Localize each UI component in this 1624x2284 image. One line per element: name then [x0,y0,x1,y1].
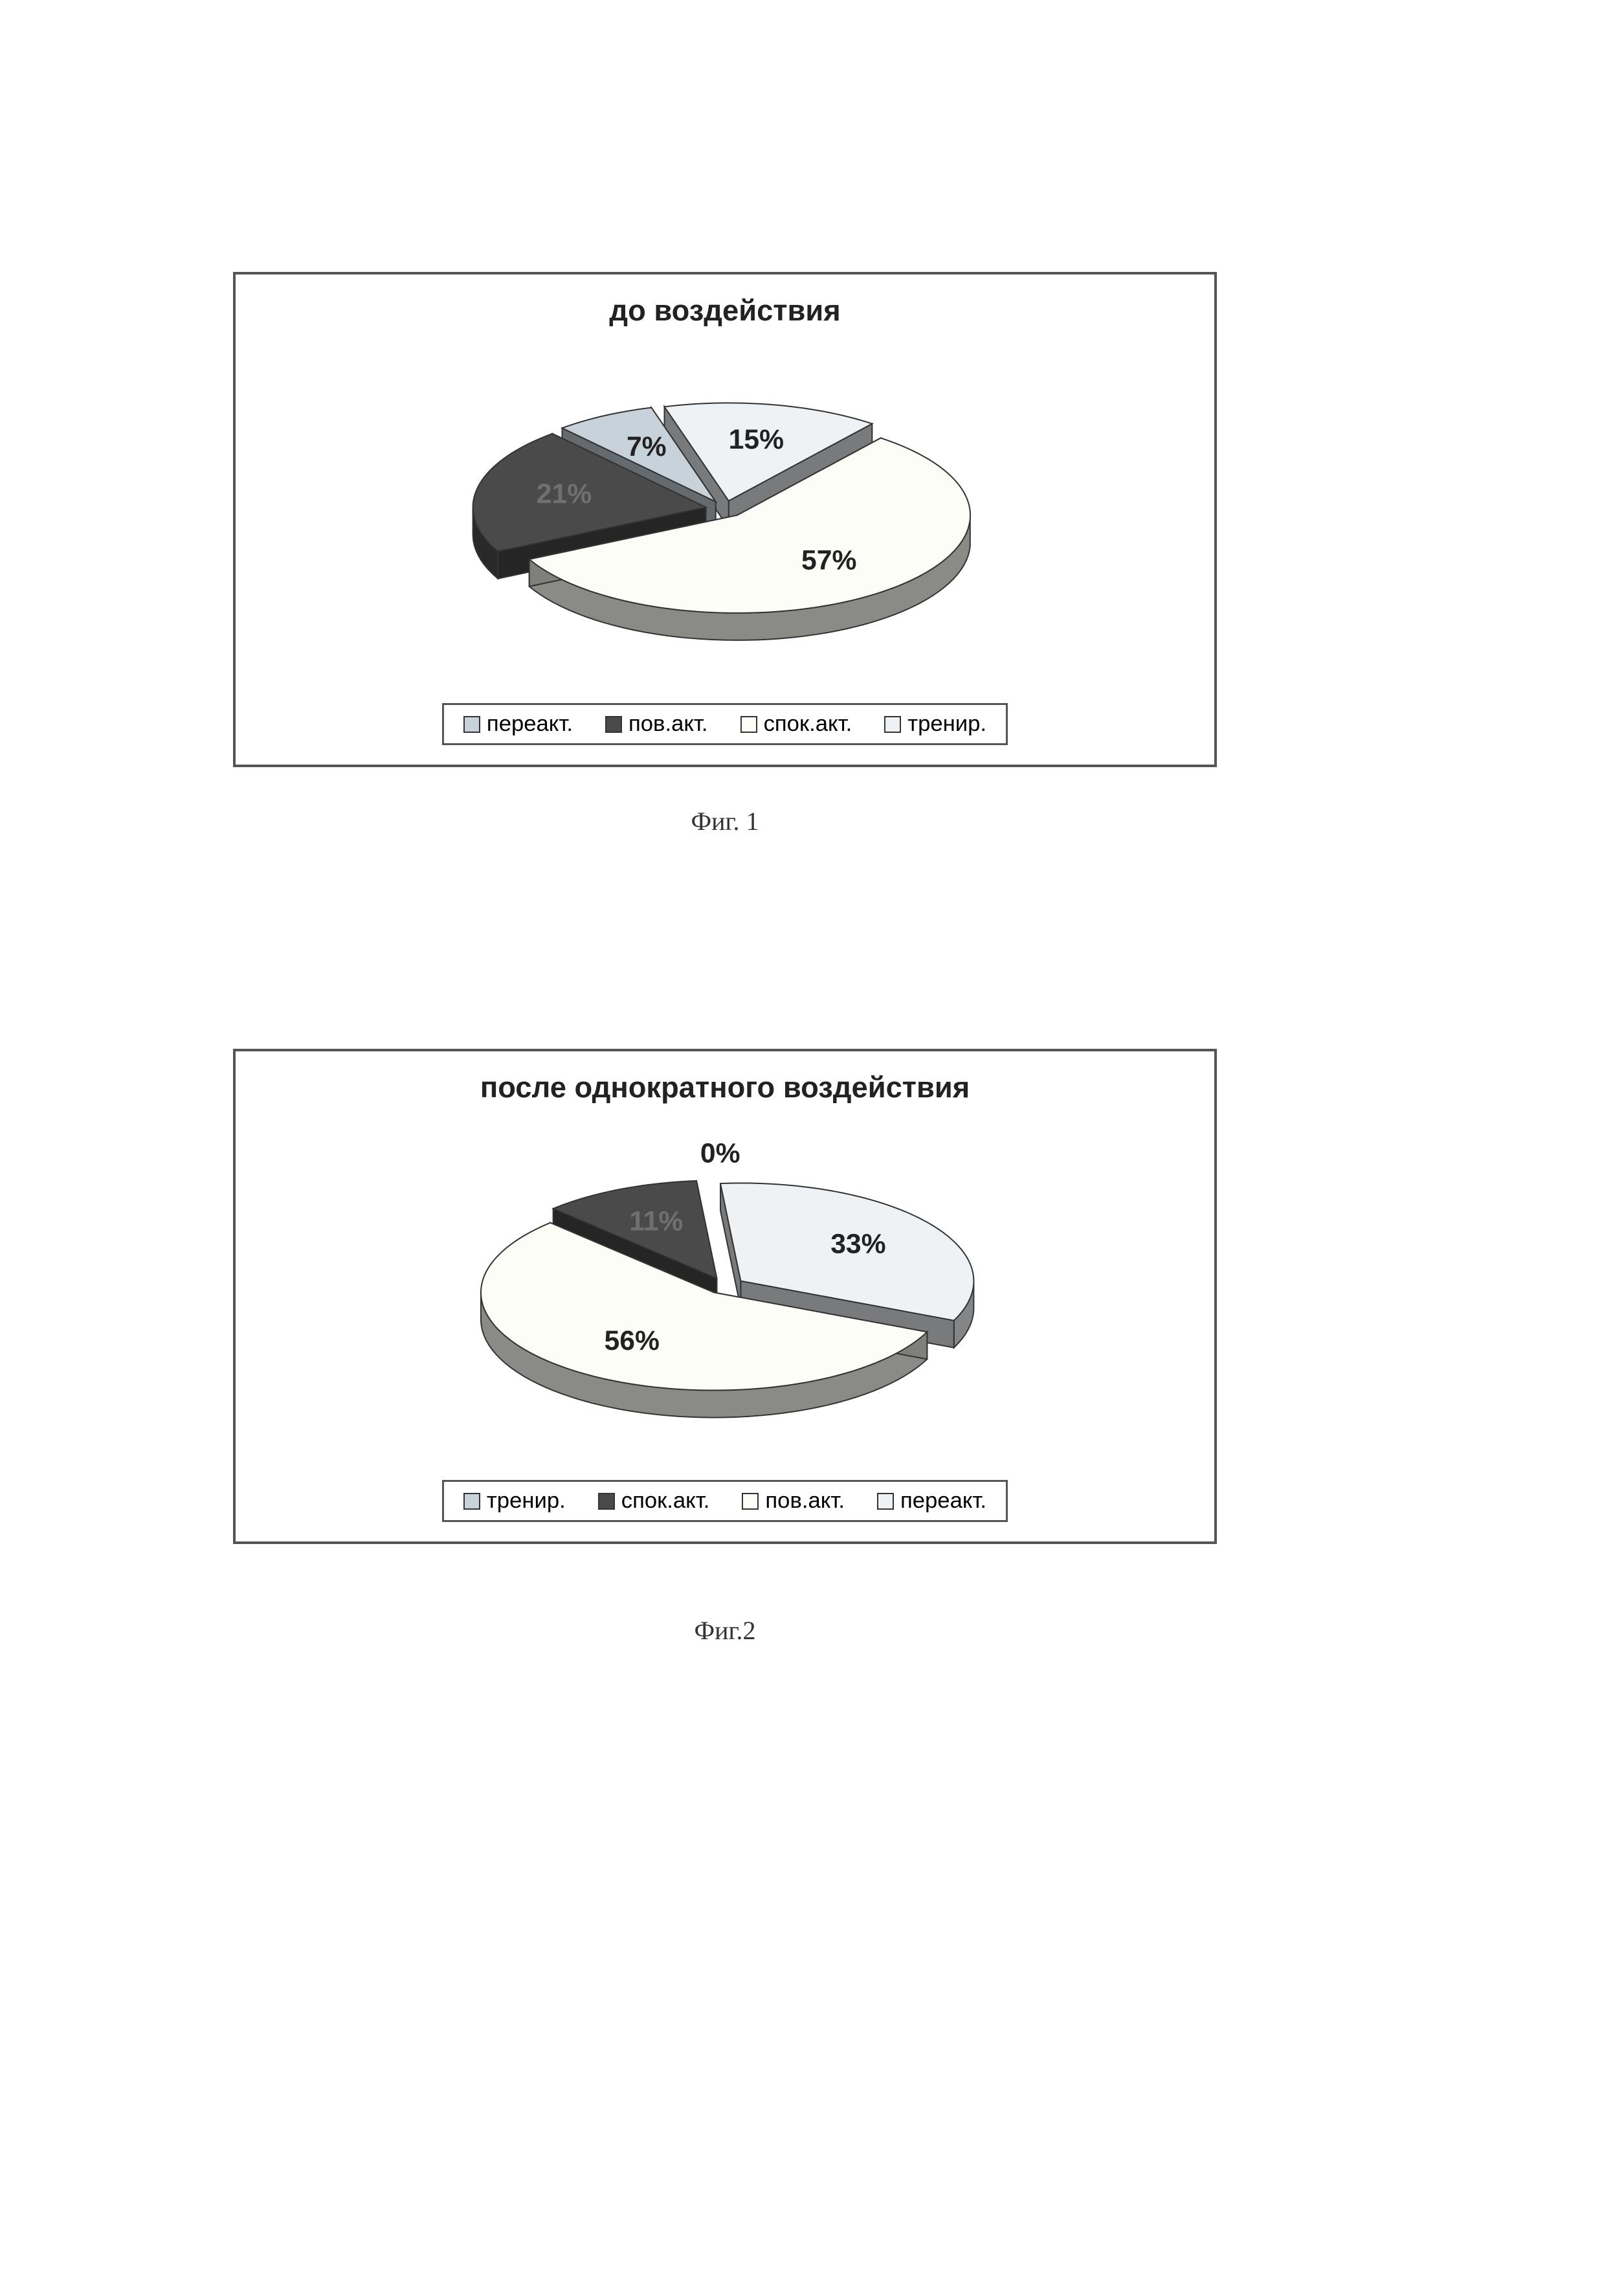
legend-item-trenir: тренир. [463,1488,566,1514]
legend-item-pereakt: переакт. [463,711,573,737]
pie-label-trenir: 0% [700,1138,740,1169]
pie-chart-2: 0% 11% 56% 33% [304,1124,1146,1461]
legend-swatch-trenir [463,1493,480,1510]
legend-label-spokakt: спок.акт. [764,711,852,737]
legend-label-spokakt: спок.акт. [621,1488,710,1514]
figure-2: после однократного воздействия 0% 11% 56% 3… [233,1049,1217,1646]
legend-label-pereakt: переакт. [900,1488,986,1514]
pie-chart-1: 7% 21% 57% 15% [304,347,1146,684]
legend-swatch-povakt [605,716,622,733]
legend-swatch-trenir [884,716,901,733]
legend-label-povakt: пов.акт. [765,1488,845,1514]
legend-label-trenir: тренир. [487,1488,566,1514]
legend-swatch-spokakt [598,1493,615,1510]
pie-label-spokakt: 11% [629,1206,683,1237]
chart-panel-2: после однократного воздействия 0% 11% 56% 3… [233,1049,1217,1544]
pie-label-pereakt: 33% [830,1228,885,1259]
legend-2: тренир. спок.акт. пов.акт. переакт. [442,1480,1008,1522]
legend-label-trenir: тренир. [907,711,986,737]
chart-area-1: 7% 21% 57% 15% [261,347,1188,684]
legend-label-pereakt: переакт. [487,711,573,737]
legend-item-spokakt: спок.акт. [598,1488,710,1514]
legend-item-pereakt: переакт. [877,1488,986,1514]
legend-item-povakt: пов.акт. [605,711,708,737]
pie-label-trenir: 15% [729,424,784,455]
legend-swatch-pereakt [463,716,480,733]
page: до воздействия 7% 21% 57% 15% переакт. пов.а… [0,0,1624,2284]
chart-title-2: после однократного воздействия [261,1071,1188,1104]
chart-title-1: до воздействия [261,294,1188,328]
chart-area-2: 0% 11% 56% 33% [261,1124,1188,1461]
pie-label-povakt: 56% [605,1325,660,1356]
chart-panel-1: до воздействия 7% 21% 57% 15% переакт. пов.а… [233,272,1217,767]
legend-label-povakt: пов.акт. [628,711,708,737]
pie-label-povakt: 21% [537,478,592,509]
figure-caption-2: Фиг.2 [233,1615,1217,1646]
legend-item-povakt: пов.акт. [742,1488,845,1514]
legend-swatch-spokakt [740,716,757,733]
legend-1: переакт. пов.акт. спок.акт. тренир. [442,703,1008,745]
figure-caption-1: Фиг. 1 [233,806,1217,836]
pie-label-spokakt: 57% [801,544,856,576]
legend-swatch-pereakt [877,1493,894,1510]
pie-label-pereakt: 7% [627,431,667,462]
legend-item-trenir: тренир. [884,711,986,737]
figure-1: до воздействия 7% 21% 57% 15% переакт. пов.а… [233,272,1217,836]
legend-item-spokakt: спок.акт. [740,711,852,737]
legend-swatch-povakt [742,1493,759,1510]
